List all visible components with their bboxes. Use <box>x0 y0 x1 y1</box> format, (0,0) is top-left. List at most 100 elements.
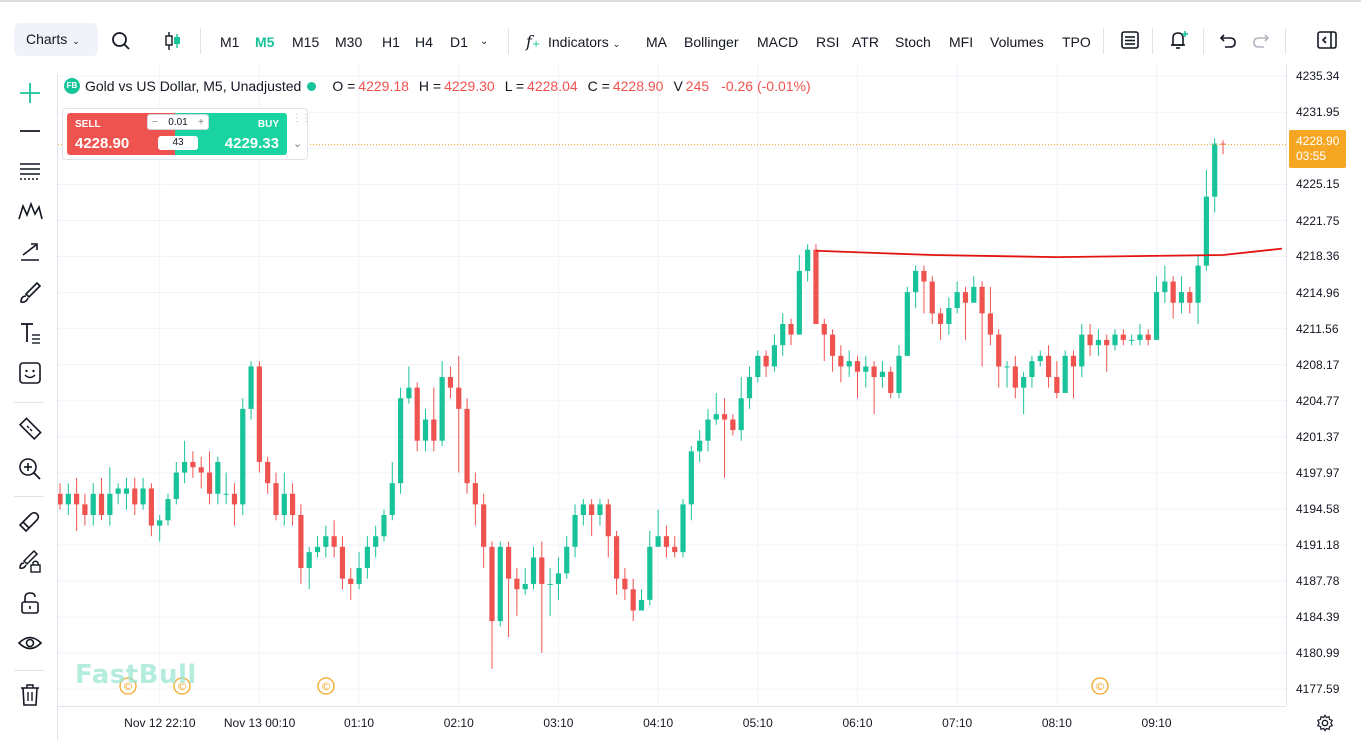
candle[interactable] <box>1178 276 1185 314</box>
candle[interactable] <box>1145 329 1151 346</box>
candle[interactable] <box>613 530 620 595</box>
candle[interactable] <box>298 504 304 584</box>
undo-icon[interactable] <box>1218 30 1238 50</box>
candle[interactable] <box>173 461 179 505</box>
candle[interactable] <box>306 546 312 590</box>
candle[interactable] <box>472 472 478 526</box>
candle[interactable] <box>539 541 545 653</box>
time-axis[interactable]: Nov 12 22:10 Nov 13 00:10 01:10 02:10 03:10 0… <box>58 706 1286 740</box>
candle[interactable] <box>1170 276 1176 319</box>
candle[interactable] <box>1095 329 1101 356</box>
indicator-stoch[interactable]: Stoch <box>895 34 931 50</box>
indicator-volumes[interactable]: Volumes <box>990 34 1044 50</box>
charts-dropdown-button[interactable]: Charts ⌄ <box>14 23 98 56</box>
candle[interactable] <box>846 350 852 378</box>
candle[interactable] <box>896 345 902 399</box>
candle[interactable] <box>1195 255 1201 324</box>
timeframe-m30[interactable]: M30 <box>335 34 363 50</box>
candle[interactable] <box>223 472 229 505</box>
pattern-icon[interactable] <box>17 198 43 224</box>
candle[interactable] <box>1212 138 1218 213</box>
candle[interactable] <box>921 265 927 314</box>
candle[interactable] <box>805 244 811 282</box>
indicator-tpo[interactable]: TPO <box>1062 34 1091 50</box>
layout-icon[interactable] <box>1120 30 1140 50</box>
candle[interactable] <box>497 541 503 627</box>
price-chart[interactable]: © © © © <box>58 64 1286 706</box>
candle[interactable] <box>871 361 877 415</box>
candle[interactable] <box>647 530 653 606</box>
candle[interactable] <box>456 355 462 473</box>
candle[interactable] <box>555 557 562 600</box>
candle[interactable] <box>331 520 337 558</box>
candle[interactable] <box>431 387 437 452</box>
drag-handle-icon[interactable]: ⋮⋮ <box>292 113 311 124</box>
indicator-rsi[interactable]: RSI <box>816 34 840 50</box>
candle[interactable] <box>65 483 71 515</box>
zoom-in-icon[interactable] <box>17 456 43 482</box>
candle[interactable] <box>663 525 670 558</box>
candle[interactable] <box>1129 334 1135 346</box>
candle[interactable] <box>505 541 512 638</box>
search-icon[interactable] <box>111 31 131 51</box>
candle[interactable] <box>821 318 827 362</box>
candle[interactable] <box>738 377 744 441</box>
candle[interactable] <box>132 477 138 515</box>
candle[interactable] <box>580 499 586 526</box>
crosshair-icon[interactable] <box>17 80 43 106</box>
candle[interactable] <box>464 398 470 494</box>
candle[interactable] <box>788 318 794 346</box>
candle[interactable] <box>115 483 121 505</box>
candle[interactable] <box>530 546 537 590</box>
timeframe-h4[interactable]: H4 <box>415 34 433 50</box>
candle[interactable] <box>971 276 977 303</box>
candle[interactable] <box>771 334 778 372</box>
timeframe-d1[interactable]: D1 <box>450 34 468 50</box>
candle[interactable] <box>697 430 703 462</box>
minus-icon[interactable]: − <box>152 117 158 128</box>
indicator-ma[interactable]: MA <box>646 34 667 50</box>
symbol-title[interactable]: Gold vs US Dollar, M5, Unadjusted <box>85 78 302 94</box>
candle[interactable] <box>514 568 520 616</box>
candle[interactable] <box>688 446 694 521</box>
candle[interactable] <box>829 329 836 372</box>
timeframe-m5[interactable]: M5 <box>255 34 275 50</box>
candle[interactable] <box>1045 345 1052 388</box>
candle[interactable] <box>913 265 919 309</box>
candle[interactable] <box>406 366 412 404</box>
redo-icon[interactable] <box>1251 30 1271 50</box>
candle[interactable] <box>713 392 719 425</box>
candle[interactable] <box>937 308 944 340</box>
candlestick-type-icon[interactable] <box>163 30 183 52</box>
candle[interactable] <box>273 472 279 521</box>
timeframe-m1[interactable]: M1 <box>220 34 240 50</box>
candle[interactable] <box>589 499 595 537</box>
candle[interactable] <box>240 398 246 515</box>
candle[interactable] <box>231 483 238 526</box>
candle[interactable] <box>265 456 271 494</box>
candle[interactable] <box>622 568 628 600</box>
candle[interactable] <box>962 286 969 340</box>
candle[interactable] <box>1004 361 1010 388</box>
candle[interactable] <box>157 514 163 542</box>
candle[interactable] <box>838 345 844 383</box>
candle[interactable] <box>1054 361 1060 399</box>
candle[interactable] <box>904 286 910 356</box>
candle[interactable] <box>489 541 495 669</box>
lock-drawing-icon[interactable] <box>17 548 43 574</box>
candle[interactable] <box>1104 334 1110 372</box>
candle[interactable] <box>397 387 404 494</box>
indicator-bollinger[interactable]: Bollinger <box>684 34 739 50</box>
emoji-icon[interactable] <box>17 360 43 386</box>
plus-icon[interactable]: + <box>198 117 204 128</box>
candle[interactable] <box>74 477 80 531</box>
unlock-icon[interactable] <box>17 590 43 616</box>
candle[interactable] <box>1062 350 1068 393</box>
candle[interactable] <box>98 477 105 521</box>
candle[interactable] <box>439 361 445 447</box>
candle[interactable] <box>1153 276 1160 340</box>
candle[interactable] <box>763 350 769 378</box>
candle[interactable] <box>447 366 454 399</box>
candle[interactable] <box>356 552 362 590</box>
candle[interactable] <box>414 382 420 452</box>
